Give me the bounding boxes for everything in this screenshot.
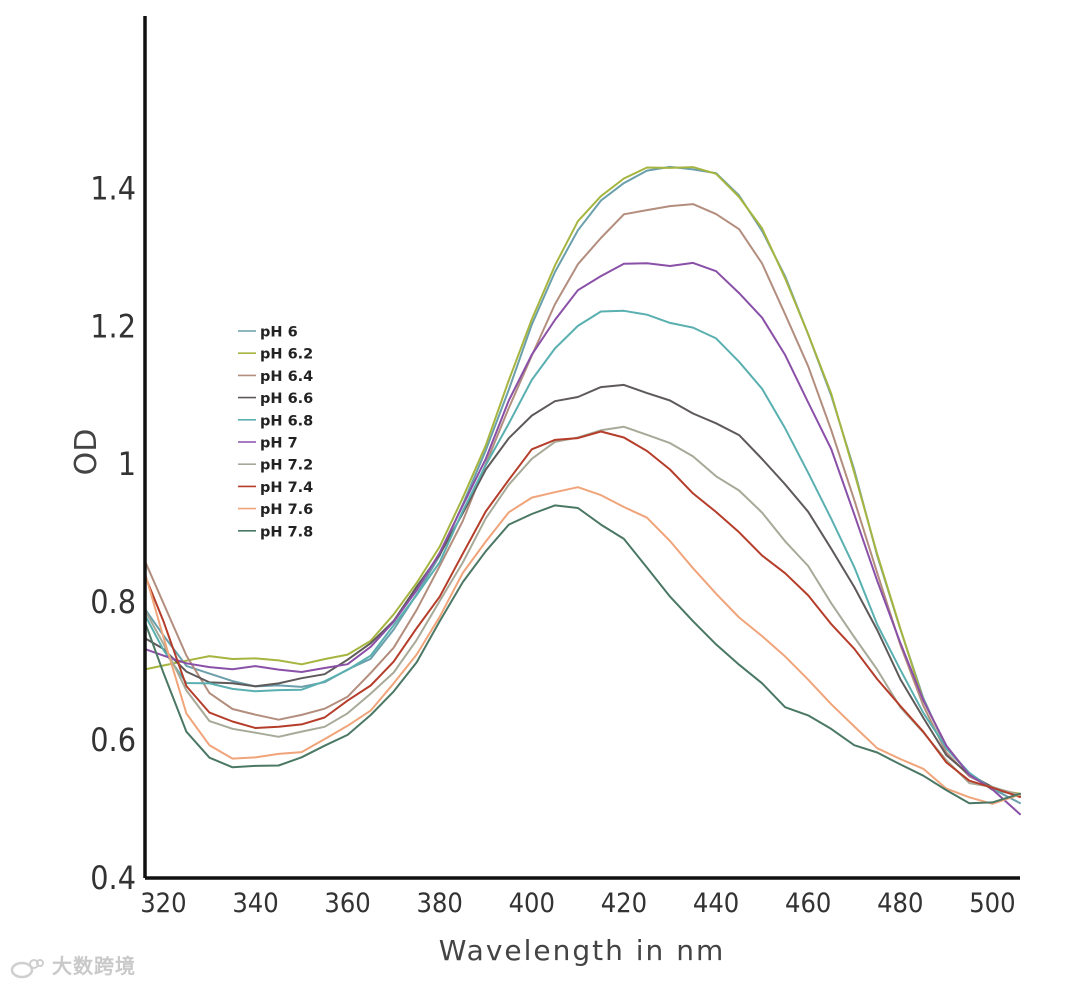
legend: pH 6 pH 6.2 pH 6.4 pH 6.6 pH 6.8 pH 7 pH 7.2 pH… xyxy=(238,325,313,540)
x-tick-label: 360 xyxy=(324,888,370,919)
series-line-ph-6.2 xyxy=(144,166,1021,795)
x-tick-label: 420 xyxy=(601,888,647,919)
weibo-like-logo-icon xyxy=(10,958,44,978)
y-tick-label: 1.4 xyxy=(90,169,136,207)
x-tick-labels: 320 340 360 380 400 420 440 460 480 500 xyxy=(140,888,1015,919)
legend-label: pH 6 xyxy=(260,325,298,341)
x-tick-label: 400 xyxy=(509,888,555,919)
y-tick-labels: 0.4 0.6 0.8 1 1.2 1.4 xyxy=(90,169,136,897)
series-line-ph-6.6 xyxy=(144,383,1021,798)
x-tick-label: 380 xyxy=(417,888,463,919)
x-axis-label: Wavelength in nm xyxy=(439,934,725,967)
series-line-ph-7 xyxy=(144,261,1021,816)
x-tick-label: 480 xyxy=(877,888,923,919)
legend-label: pH 7.8 xyxy=(260,524,313,540)
legend-label: pH 7.4 xyxy=(260,480,313,496)
legend-label: pH 6.8 xyxy=(260,413,313,429)
legend-label: pH 6.2 xyxy=(260,347,313,363)
watermark-text: 大数跨境 xyxy=(51,954,136,978)
y-tick-label: 1.2 xyxy=(90,307,136,345)
legend-label: pH 7.2 xyxy=(260,458,313,474)
y-tick-label: 0.8 xyxy=(90,583,136,621)
legend-label: pH 7 xyxy=(260,436,298,452)
series-line-ph-7.4 xyxy=(144,430,1021,798)
x-tick-label: 340 xyxy=(232,888,278,919)
legend-label: pH 6.6 xyxy=(260,391,313,407)
series-line-ph-6.8 xyxy=(144,309,1021,797)
y-tick-label: 0.6 xyxy=(90,721,136,759)
series-lines xyxy=(144,165,1021,816)
series-line-ph-7.8 xyxy=(144,504,1021,805)
watermark: 大数跨境 xyxy=(10,950,136,979)
x-tick-label: 320 xyxy=(140,888,186,919)
y-axis-label: OD xyxy=(69,429,104,476)
legend-label: pH 7.6 xyxy=(260,502,313,518)
x-tick-label: 440 xyxy=(693,888,739,919)
y-tick-label: 0.4 xyxy=(90,859,136,897)
series-line-ph-7.6 xyxy=(144,486,1021,805)
axes xyxy=(143,16,1020,880)
series-line-ph-6.4 xyxy=(144,203,1021,796)
y-tick-label: 1 xyxy=(118,445,136,483)
x-tick-label: 460 xyxy=(785,888,831,919)
x-tick-label: 500 xyxy=(969,888,1015,919)
legend-label: pH 6.4 xyxy=(260,369,313,385)
